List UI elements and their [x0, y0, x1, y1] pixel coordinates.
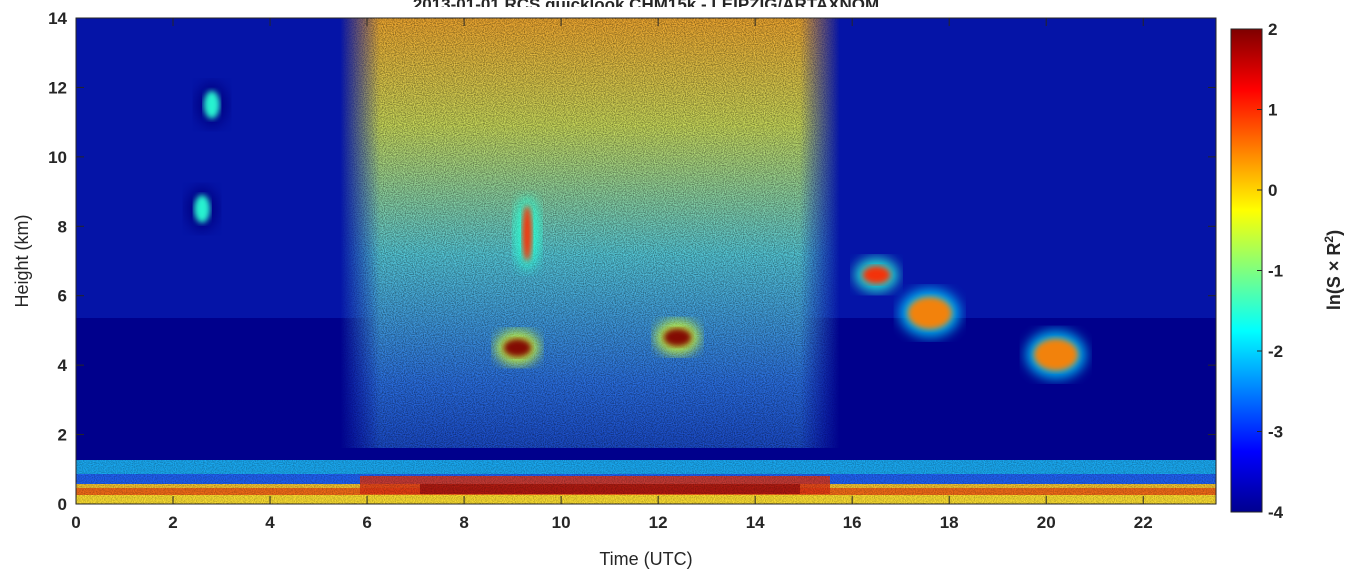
x-tick-label: 16	[843, 513, 862, 532]
y-tick-label: 6	[58, 287, 67, 306]
x-axis-label: Time (UTC)	[599, 549, 692, 569]
x-axis: 0 2 4 6 8 10 12 14 16 18 20 22	[71, 18, 1153, 532]
colorbar	[1230, 28, 1263, 513]
plot-frame	[75, 17, 1217, 505]
x-tick-label: 18	[940, 513, 959, 532]
backscatter-heatmap	[76, 18, 1216, 504]
x-tick-label: 4	[265, 513, 275, 532]
cloud-feature	[503, 338, 532, 357]
x-tick-label: 14	[746, 513, 765, 532]
colorbar-tick-label: 1	[1268, 101, 1277, 120]
colorbar-label: ln(S × R2)	[1322, 230, 1344, 310]
cloud-feature	[907, 297, 952, 330]
y-tick-label: 4	[58, 356, 68, 375]
x-tick-label: 20	[1037, 513, 1056, 532]
cloud-feature	[522, 205, 533, 262]
y-tick-label: 14	[48, 9, 67, 28]
x-tick-label: 6	[362, 513, 371, 532]
boundary-layer	[76, 460, 1216, 504]
daytime-noise-band	[340, 18, 840, 448]
chart-title: 2013-01-01 RCS quicklook CHM15k - LEIPZI…	[413, 0, 879, 14]
colorbar-tick-label: -2	[1268, 342, 1283, 361]
y-tick-label: 2	[58, 426, 67, 445]
y-axis-label: Height (km)	[12, 214, 32, 307]
colorbar-tick-label: 0	[1268, 181, 1277, 200]
cloud-feature	[663, 328, 692, 347]
colorbar-tick-label: 2	[1268, 20, 1277, 39]
cloud-feature	[194, 194, 211, 223]
x-tick-label: 10	[552, 513, 571, 532]
x-tick-label: 22	[1134, 513, 1153, 532]
colorbar-tick-label: -1	[1268, 262, 1283, 281]
x-tick-label: 0	[71, 513, 80, 532]
x-tick-label: 8	[459, 513, 468, 532]
cloud-feature	[203, 90, 220, 119]
x-tick-label: 12	[649, 513, 668, 532]
y-tick-label: 12	[48, 78, 67, 97]
cloud-features	[186, 82, 1086, 379]
x-tick-label: 2	[168, 513, 177, 532]
y-tick-label: 0	[58, 495, 67, 514]
y-tick-label: 10	[48, 148, 67, 167]
cloud-feature	[1033, 338, 1078, 371]
colorbar-tick-label: -3	[1268, 423, 1283, 442]
y-axis: 0 2 4 6 8 10 12 14	[48, 9, 1216, 514]
y-tick-label: 8	[58, 217, 67, 236]
colorbar-tick-label: -4	[1268, 503, 1284, 522]
colorbar-ticks: 2 1 0 -1 -2 -3 -4	[1257, 20, 1284, 522]
cloud-feature	[862, 265, 891, 284]
